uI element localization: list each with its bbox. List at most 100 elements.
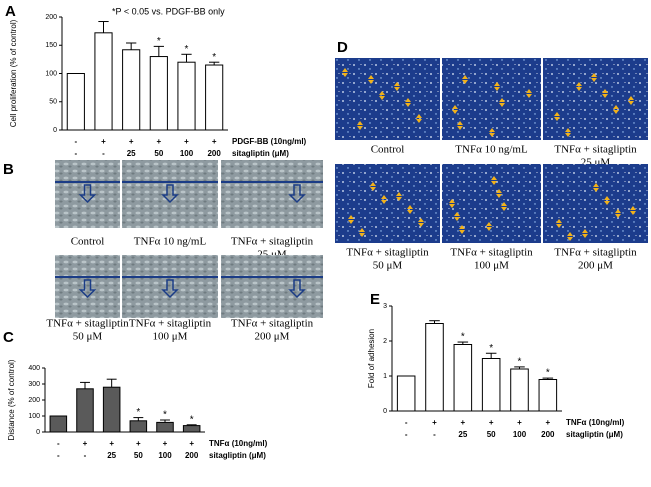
cell-marker: [491, 176, 497, 185]
y-tick-label: 3: [383, 303, 387, 310]
micrograph: [55, 255, 120, 318]
significance: *: [136, 407, 140, 418]
significance: *: [190, 414, 194, 425]
cell-marker: [348, 215, 354, 224]
cell-marker: [526, 89, 532, 98]
cell-marker: [496, 189, 502, 198]
micrograph: [543, 164, 648, 243]
bar: [156, 421, 174, 433]
caption: TNFα + sitagliptin: [231, 318, 314, 330]
row-label: sitagliptin (μM): [566, 430, 623, 439]
micrograph: [335, 164, 440, 243]
cell-marker: [394, 82, 400, 91]
row-value: -: [405, 430, 408, 439]
row-value: +: [136, 439, 141, 448]
significance: *: [157, 36, 161, 47]
cell-marker: [489, 128, 495, 137]
y-axis-label: Distance (% of control): [7, 359, 16, 440]
row-value: +: [545, 418, 550, 427]
bar: [182, 425, 201, 433]
row-value: 200: [185, 451, 199, 460]
row-value: +: [101, 137, 106, 146]
cell-marker: [628, 96, 634, 105]
bar: [177, 61, 196, 131]
y-tick-label: 0: [53, 127, 57, 134]
annotation: *P < 0.05 vs. PDGF-BB only: [112, 6, 225, 16]
row-value: -: [433, 430, 436, 439]
cell-marker: [416, 114, 422, 123]
cell-marker: [396, 192, 402, 201]
arrow: [161, 279, 179, 299]
cell-marker: [368, 75, 374, 84]
arrow: [78, 184, 97, 204]
caption: 50 μM: [73, 331, 103, 343]
row-value: 50: [134, 451, 143, 460]
caption: TNFα + sitagliptin: [129, 318, 212, 330]
row-value: -: [57, 439, 60, 448]
bar: [205, 64, 224, 131]
y-tick-label: 300: [28, 381, 40, 388]
cell-marker: [449, 199, 455, 208]
cell-marker: [591, 73, 597, 82]
row-value: +: [129, 137, 134, 146]
row-value: 200: [541, 430, 555, 439]
cell-marker: [576, 82, 582, 91]
row-value: +: [83, 439, 88, 448]
significance: *: [163, 410, 167, 421]
cell-marker: [501, 202, 507, 211]
arrow: [161, 184, 179, 204]
micrograph: [221, 255, 323, 318]
cell-marker: [630, 206, 636, 215]
bar: [66, 73, 85, 131]
panel-letter: D: [337, 39, 348, 56]
significance: *: [489, 343, 493, 354]
bar: [396, 375, 416, 412]
significance: *: [546, 368, 550, 379]
caption: TNFα + sitagliptin: [554, 247, 637, 259]
caption: 50 μM: [373, 260, 403, 272]
row-value: -: [57, 451, 60, 460]
row-value: -: [74, 149, 77, 158]
caption: TNFα 10 ng/mL: [455, 144, 528, 156]
row-label: TNFα (10ng/ml): [209, 439, 268, 448]
caption: TNFα 10 ng/mL: [134, 236, 207, 248]
bar: [425, 323, 444, 412]
y-tick-label: 0: [36, 429, 40, 436]
cell-marker: [457, 121, 463, 130]
cell-marker: [379, 91, 385, 100]
row-value: 100: [180, 149, 194, 158]
arrow: [288, 184, 306, 204]
panel-letter: B: [3, 161, 14, 178]
significance: *: [461, 332, 465, 343]
cell-marker: [499, 98, 505, 107]
cell-marker: [459, 225, 465, 234]
caption: 100 μM: [474, 260, 509, 272]
row-value: +: [163, 439, 168, 448]
row-label: sitagliptin (μM): [209, 451, 266, 460]
row-value: +: [489, 418, 494, 427]
bar: [122, 49, 141, 131]
bar: [453, 344, 473, 412]
row-value: 25: [458, 430, 467, 439]
micrograph: [122, 160, 218, 228]
row-value: 100: [513, 430, 527, 439]
significance: *: [212, 52, 216, 63]
significance: *: [518, 357, 522, 368]
cell-marker: [357, 121, 363, 130]
cell-marker: [613, 105, 619, 114]
cell-marker: [602, 89, 608, 98]
arrow: [78, 279, 97, 299]
bar: [94, 32, 113, 131]
y-tick-label: 2: [383, 338, 387, 345]
panel-letter: E: [370, 291, 380, 308]
cell-marker: [604, 196, 610, 205]
row-value: 25: [107, 451, 116, 460]
caption: 200 μM: [255, 331, 290, 343]
row-value: 100: [158, 451, 172, 460]
cell-marker: [452, 105, 458, 114]
y-tick-label: 400: [28, 365, 40, 372]
micrograph: [221, 160, 323, 228]
row-value: +: [432, 418, 437, 427]
y-axis-label: Cell proliferation (% of control): [9, 19, 18, 127]
